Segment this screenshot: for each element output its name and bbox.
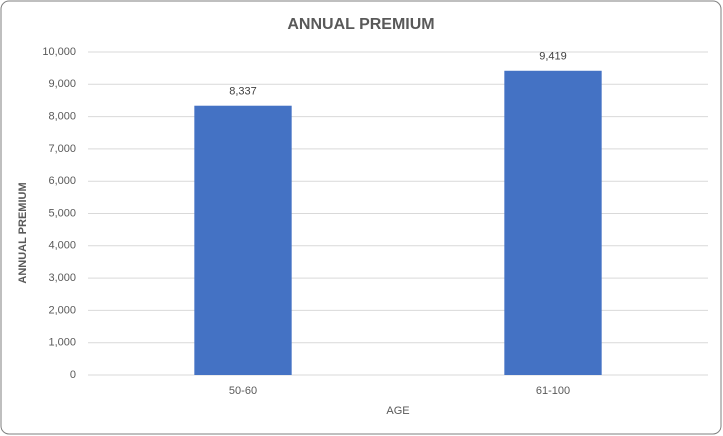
y-tick-label: 10,000 [42, 46, 76, 58]
y-tick-label: 3,000 [48, 272, 76, 284]
y-tick-label: 5,000 [48, 207, 76, 219]
y-tick-label: 0 [70, 369, 76, 381]
y-axis-label: ANNUAL PREMIUM [17, 182, 29, 283]
x-axis-label: AGE [386, 405, 409, 417]
chart-title: ANNUAL PREMIUM [287, 16, 434, 33]
y-tick-label: 4,000 [48, 240, 76, 252]
data-label: 8,337 [229, 86, 257, 98]
x-tick-label: 50-60 [229, 385, 257, 397]
y-tick-label: 8,000 [48, 111, 76, 123]
y-tick-label: 6,000 [48, 175, 76, 187]
bar [504, 70, 602, 375]
y-tick-label: 9,000 [48, 78, 76, 90]
y-tick-label: 2,000 [48, 304, 76, 316]
x-tick-label: 61-100 [536, 385, 570, 397]
bar [194, 105, 292, 375]
data-label: 9,419 [539, 51, 567, 63]
y-tick-label: 7,000 [48, 143, 76, 155]
y-tick-label: 1,000 [48, 337, 76, 349]
